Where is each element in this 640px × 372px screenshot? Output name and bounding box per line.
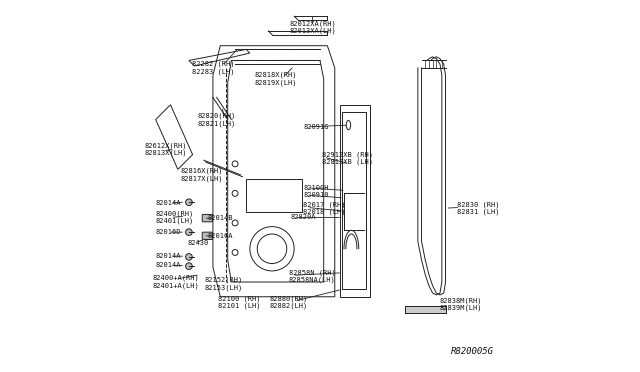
Text: 82014B: 82014B [207, 215, 233, 221]
Text: 82880(RH)
82882(LH): 82880(RH) 82882(LH) [269, 295, 308, 309]
Text: 82858N (RH)
82858NA(LH): 82858N (RH) 82858NA(LH) [289, 269, 335, 283]
Text: 82012XA(RH)
82013XA(LH): 82012XA(RH) 82013XA(LH) [289, 20, 336, 34]
Text: 82016D: 82016D [156, 229, 181, 235]
Circle shape [186, 254, 192, 260]
Text: 82400(RH)
82401(LH): 82400(RH) 82401(LH) [156, 211, 194, 224]
FancyBboxPatch shape [202, 232, 212, 240]
Text: 82100 (RH)
82101 (LH): 82100 (RH) 82101 (LH) [218, 295, 260, 309]
Text: R820005G: R820005G [451, 347, 493, 356]
Text: 82820A: 82820A [291, 214, 316, 220]
Text: 82816X(RH)
82817X(LH): 82816X(RH) 82817X(LH) [180, 168, 223, 182]
Text: 82282 (RH)
82283 (LH): 82282 (RH) 82283 (LH) [191, 61, 234, 75]
FancyBboxPatch shape [202, 214, 212, 222]
Text: 82818X(RH)
82819X(LH): 82818X(RH) 82819X(LH) [255, 72, 297, 86]
Text: 82016A: 82016A [207, 233, 233, 239]
Text: 82152(RH)
82153(LH): 82152(RH) 82153(LH) [205, 277, 243, 291]
Text: 82100H: 82100H [303, 185, 329, 191]
Text: 82838M(RH)
82839M(LH): 82838M(RH) 82839M(LH) [440, 297, 483, 311]
Text: 82017 (RH)
82018 (LH): 82017 (RH) 82018 (LH) [303, 201, 346, 215]
Text: 82612X(RH)
82813X(LH): 82612X(RH) 82813X(LH) [145, 142, 187, 156]
Text: 82014A: 82014A [156, 200, 181, 206]
Circle shape [186, 199, 192, 206]
Text: 82014A: 82014A [156, 262, 181, 268]
Text: 82091G: 82091G [303, 124, 329, 130]
Text: 82820(RH)
82821(LH): 82820(RH) 82821(LH) [198, 113, 236, 126]
Circle shape [186, 229, 192, 235]
Text: 820910: 820910 [303, 192, 329, 198]
Text: 82400+A(RH)
82401+A(LH): 82400+A(RH) 82401+A(LH) [152, 275, 199, 289]
Text: 82430: 82430 [187, 240, 209, 246]
Text: 82912XB (RH)
82813XB (LH): 82912XB (RH) 82813XB (LH) [322, 151, 373, 165]
Text: 82014A: 82014A [156, 253, 181, 259]
Circle shape [186, 263, 192, 269]
Text: 82830 (RH)
82831 (LH): 82830 (RH) 82831 (LH) [456, 201, 499, 215]
